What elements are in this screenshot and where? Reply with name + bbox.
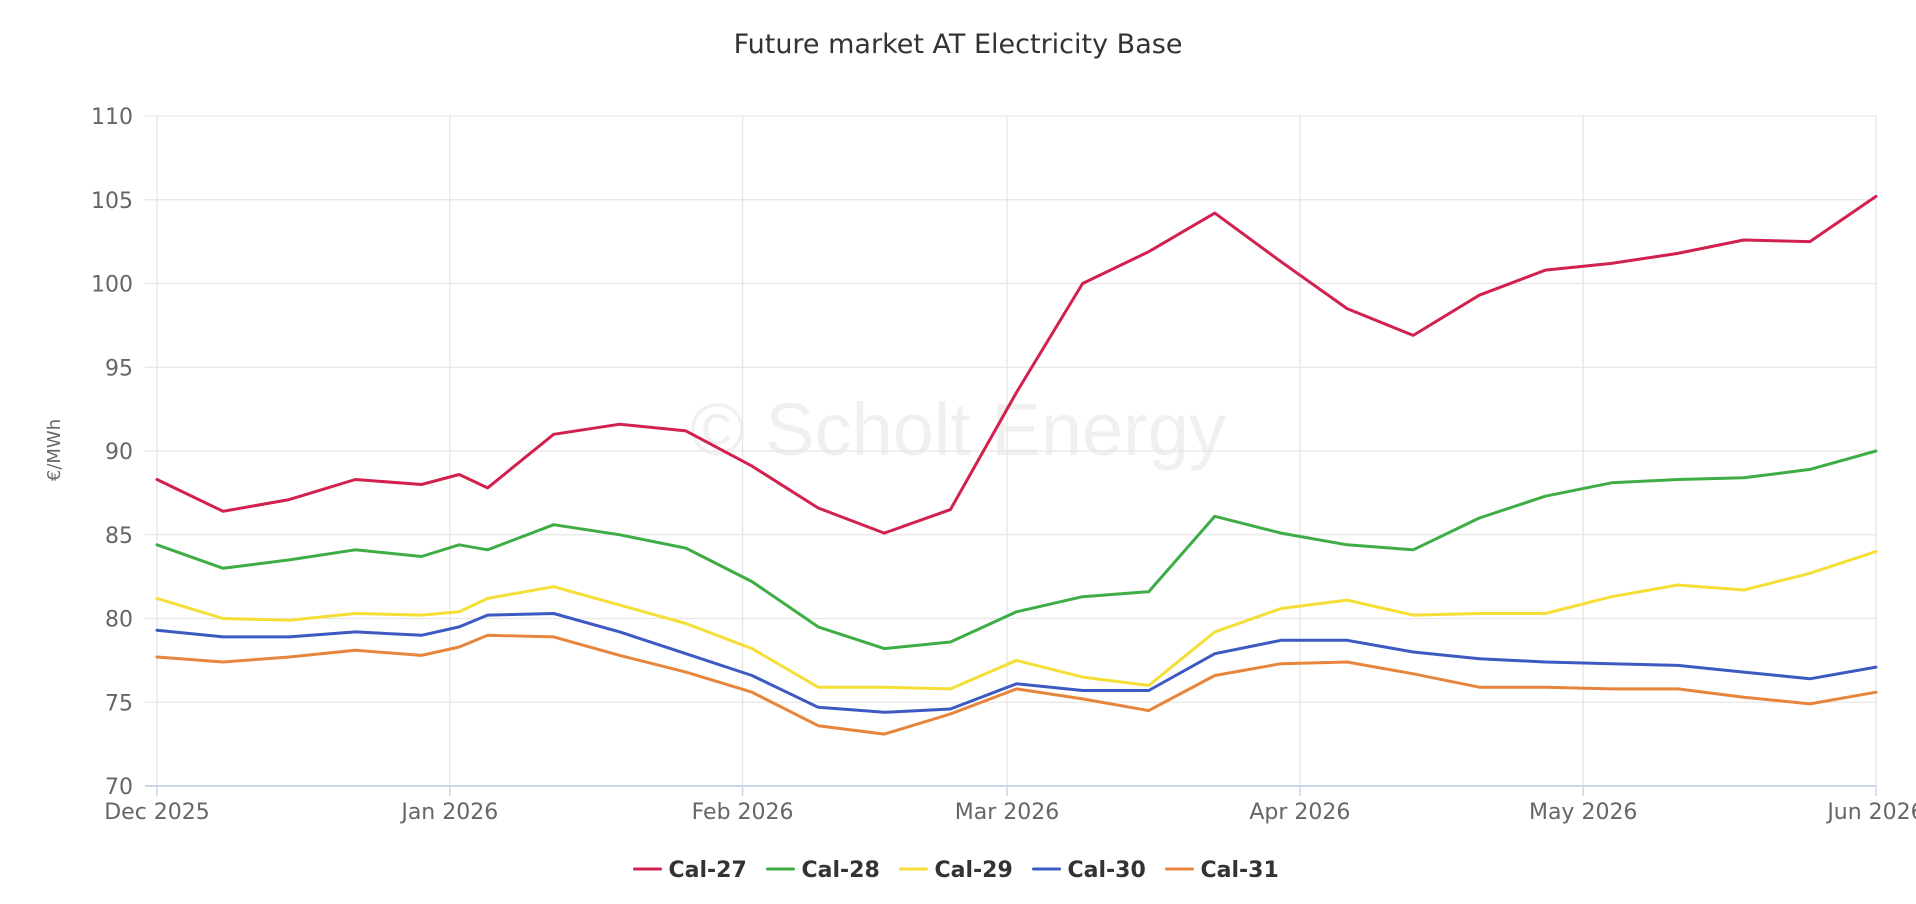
x-tick-label: Jan 2026 xyxy=(399,800,498,825)
x-tick-label: Apr 2026 xyxy=(1249,800,1350,825)
y-tick-label: 85 xyxy=(105,524,133,549)
series-line-cal-27 xyxy=(155,194,1878,535)
series-line-cal-30 xyxy=(155,612,1878,714)
y-tick-label: 110 xyxy=(91,105,133,130)
series-lines xyxy=(155,194,1878,736)
y-tick-label: 75 xyxy=(105,691,133,716)
y-tick-label: 105 xyxy=(91,189,133,214)
series-line-cal-31 xyxy=(155,633,1878,736)
legend-item-cal-27: Cal-27 xyxy=(633,858,747,883)
y-tick-label: 100 xyxy=(91,273,133,298)
y-tick-label: 95 xyxy=(105,356,133,381)
legend: Cal-27 Cal-28 Cal-29 Cal-30 Cal-31 xyxy=(633,858,1279,883)
legend-label: Cal-29 xyxy=(935,858,1013,883)
legend-label: Cal-28 xyxy=(802,858,880,883)
axes: 70 75 80 85 90 95 100 105 110 Dec 2025 Jan 2026 Feb… xyxy=(91,105,1916,825)
grid xyxy=(145,115,1877,786)
x-tick-label: May 2026 xyxy=(1529,800,1637,825)
watermark: © Scholt Energy xyxy=(690,388,1226,471)
x-tick-label: Feb 2026 xyxy=(692,800,794,825)
legend-item-cal-30: Cal-30 xyxy=(1032,858,1146,883)
y-tick-label: 70 xyxy=(105,775,133,800)
y-axis-title: €/MWh xyxy=(44,419,65,481)
legend-item-cal-29: Cal-29 xyxy=(899,858,1013,883)
legend-item-cal-28: Cal-28 xyxy=(766,858,880,883)
y-tick-label: 90 xyxy=(105,440,133,465)
legend-item-cal-31: Cal-31 xyxy=(1165,858,1279,883)
x-tick-label: Jun 2026 xyxy=(1825,800,1916,825)
chart-title: Future market AT Electricity Base xyxy=(734,29,1183,60)
x-tick-label: Dec 2025 xyxy=(104,800,210,825)
series-line-cal-29 xyxy=(155,550,1878,691)
legend-label: Cal-31 xyxy=(1201,858,1279,883)
y-tick-label: 80 xyxy=(105,608,133,633)
legend-label: Cal-27 xyxy=(669,858,747,883)
series-line-cal-28 xyxy=(155,449,1878,651)
legend-label: Cal-30 xyxy=(1068,858,1146,883)
x-tick-label: Mar 2026 xyxy=(955,800,1060,825)
